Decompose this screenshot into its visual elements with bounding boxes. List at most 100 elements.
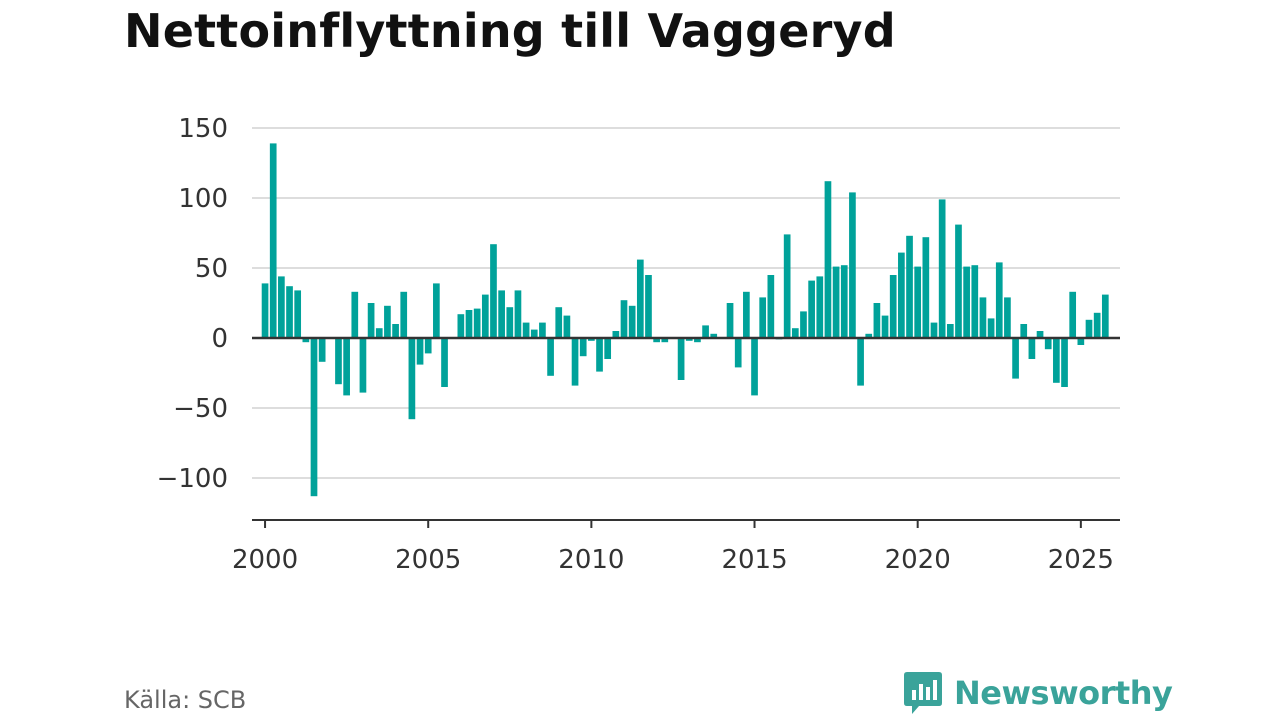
bar (865, 333, 873, 338)
bar (294, 290, 302, 338)
bar (743, 291, 750, 338)
bar (971, 265, 979, 338)
x-axis-labels: 2000 2005 2010 2015 2020 2025 (232, 545, 1114, 575)
bar (734, 338, 742, 368)
newsworthy-bar-chart-bubble-icon (904, 672, 942, 714)
bar (359, 338, 367, 393)
bar (816, 276, 824, 338)
bar (400, 291, 408, 338)
bar (751, 338, 758, 396)
bar (555, 307, 563, 338)
bar (278, 276, 285, 338)
bar (702, 325, 709, 338)
bar (636, 259, 644, 338)
bar (1012, 338, 1019, 379)
bar (694, 338, 701, 343)
bar (849, 192, 856, 338)
bar (375, 328, 383, 338)
bar (808, 280, 815, 338)
bar (914, 266, 922, 338)
bar (995, 262, 1003, 338)
bar (612, 331, 620, 338)
bar (522, 322, 530, 338)
bar (987, 318, 995, 338)
bar (759, 297, 767, 338)
grid-lines (252, 127, 1120, 479)
bar (906, 235, 913, 338)
bar (1036, 331, 1044, 338)
bar-chart: 150 100 50 0 −50 −100 2000 2005 2010 2015 2020 202… (157, 114, 1120, 575)
bar (653, 338, 660, 343)
bar (857, 338, 864, 386)
y-tick-label: 100 (178, 184, 228, 214)
bar (930, 322, 938, 338)
bar (416, 338, 424, 365)
logo-text: Newsworthy (954, 674, 1173, 712)
bar (1020, 324, 1028, 338)
bar (1004, 297, 1011, 338)
bar (465, 310, 473, 338)
bar (881, 315, 889, 338)
bar (791, 328, 799, 338)
bar (318, 338, 326, 362)
y-tick-label: −50 (173, 394, 228, 424)
bar (433, 283, 440, 338)
bar (620, 300, 628, 338)
bar (269, 143, 277, 338)
bar (588, 338, 595, 341)
bar (457, 314, 465, 338)
bar (1101, 294, 1109, 338)
bar (1085, 319, 1093, 338)
bar (873, 303, 881, 338)
source-note: Källa: SCB (124, 686, 247, 714)
bar (392, 324, 399, 338)
bar (955, 224, 962, 338)
bar (408, 338, 416, 420)
bar (767, 275, 775, 338)
bar (710, 333, 718, 338)
bar (261, 283, 269, 338)
x-tick-label: 2010 (558, 545, 624, 575)
bar (628, 305, 636, 338)
bar (832, 266, 840, 338)
bar (1093, 312, 1101, 338)
bar (889, 275, 897, 338)
y-tick-label: 150 (178, 114, 228, 144)
bar (661, 338, 669, 343)
bar (563, 315, 571, 338)
bar (571, 338, 579, 386)
bar (530, 329, 538, 338)
bar (343, 338, 350, 396)
bar (726, 303, 734, 338)
bar (384, 305, 391, 338)
bar (547, 338, 554, 376)
y-tick-label: −100 (157, 464, 228, 494)
bar (946, 324, 954, 338)
y-axis-labels: 150 100 50 0 −50 −100 (157, 114, 228, 494)
x-tick-label: 2005 (395, 545, 461, 575)
bar (677, 338, 685, 380)
x-tick-label: 2015 (721, 545, 787, 575)
chart-title: Nettoinflyttning till Vaggeryd (124, 4, 896, 58)
bar (335, 338, 342, 385)
bar (1077, 338, 1085, 345)
bar (1053, 338, 1060, 383)
bar (1028, 338, 1036, 359)
bars (261, 143, 1109, 497)
axes (252, 336, 1120, 528)
bar (1061, 338, 1068, 387)
bar (367, 303, 375, 338)
y-tick-label: 0 (211, 324, 228, 354)
bar (579, 338, 587, 357)
newsworthy-logo: Newsworthy (902, 670, 1173, 716)
x-tick-label: 2025 (1048, 545, 1114, 575)
bar (498, 290, 505, 338)
bar (286, 286, 293, 338)
bar (898, 252, 905, 338)
bar (351, 291, 359, 338)
bar (481, 294, 489, 338)
bar (310, 338, 318, 497)
bar (783, 234, 791, 338)
bar (506, 307, 514, 338)
bar (302, 338, 310, 343)
